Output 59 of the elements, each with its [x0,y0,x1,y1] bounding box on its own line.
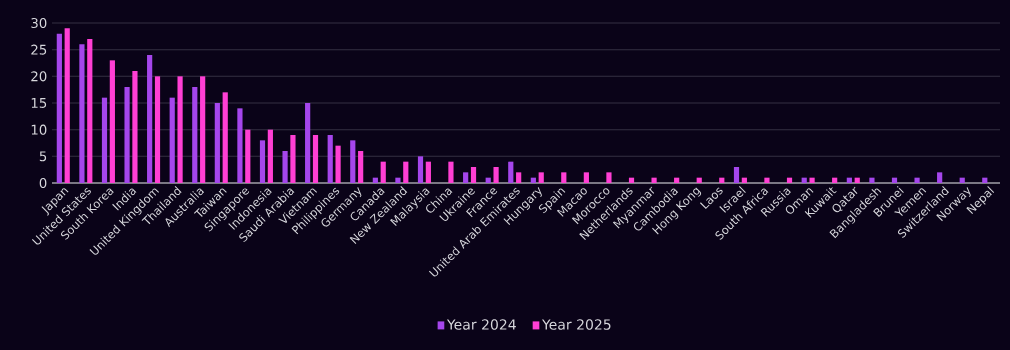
bar [87,39,93,183]
bar [109,60,115,183]
y-tick-label: 25 [31,44,47,55]
bar [583,172,589,183]
bar [470,167,477,183]
bar [417,156,424,183]
bar [651,177,657,183]
bar [869,177,875,183]
bar [192,87,198,183]
legend-label: Year 2025 [541,319,611,330]
bar [508,161,514,183]
bar [312,135,319,183]
bar [937,172,943,183]
bar [79,44,85,183]
bar [561,172,567,183]
y-tick-label: 30 [31,17,47,29]
bar [154,76,161,183]
bar [64,28,70,183]
bar [237,108,243,183]
bar [132,71,138,183]
legend-label: Year 2024 [446,319,516,330]
bar [914,177,920,183]
bar [425,161,431,183]
bar [606,172,612,183]
y-tick-label: 0 [39,177,47,189]
bar [350,140,356,183]
y-tick-label: 15 [31,98,47,108]
bar [147,55,153,183]
y-tick-label: 10 [31,124,47,135]
bar [290,135,296,183]
bar [177,76,183,183]
bar [448,161,454,183]
bar [267,129,273,183]
bar [538,172,544,183]
bar [335,145,341,183]
bar [200,76,206,183]
bar [245,129,251,183]
bar [395,177,401,183]
bar [259,140,266,183]
bar [56,33,62,183]
bar [764,177,770,183]
y-tick-label: 20 [31,71,47,82]
bar [403,161,409,183]
bar [282,151,288,183]
y-tick-label: 5 [39,151,47,162]
bar [169,97,175,183]
bar [305,103,311,183]
bar [222,92,228,183]
bar [101,97,108,183]
bar [214,103,220,183]
bar [327,135,333,183]
bar [358,151,364,183]
bar [463,172,469,183]
bar [124,87,130,183]
bar [380,161,386,183]
bar [733,167,740,183]
bar [493,167,499,183]
bar [809,177,815,183]
bar [516,172,522,183]
